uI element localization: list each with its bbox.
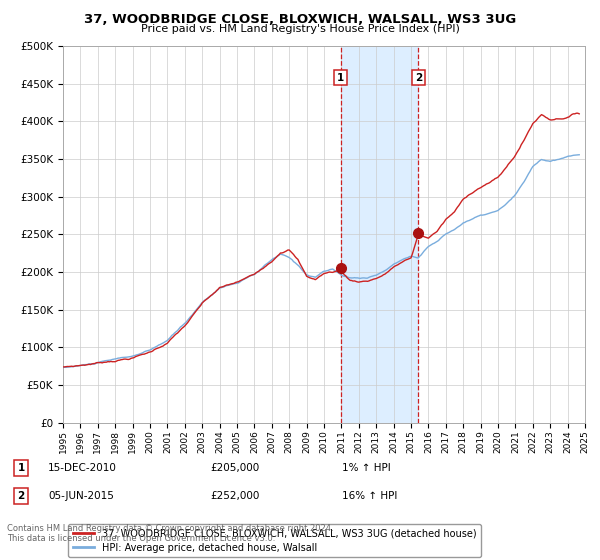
37, WOODBRIDGE CLOSE, BLOXWICH, WALSALL, WS3 3UG (detached house) [261,264,268,270]
Text: 2: 2 [17,491,25,501]
HPI: Average price, detached house, Walsall: (2.01e+03, 1.9e+05): Average price, detached house, Walsall: … [239,277,247,283]
HPI: Average price, detached house, Walsall: (2.01e+03, 2.09e+05): Average price, detached house, Walsall: … [261,262,268,269]
Text: This data is licensed under the Open Government Licence v3.0.: This data is licensed under the Open Gov… [7,534,275,543]
Legend: 37, WOODBRIDGE CLOSE, BLOXWICH, WALSALL, WS3 3UG (detached house), HPI: Average : 37, WOODBRIDGE CLOSE, BLOXWICH, WALSALL,… [68,524,481,557]
HPI: Average price, detached house, Walsall: (2.02e+03, 3.56e+05): Average price, detached house, Walsall: … [575,151,583,158]
Text: 16% ↑ HPI: 16% ↑ HPI [342,491,397,501]
Text: Price paid vs. HM Land Registry's House Price Index (HPI): Price paid vs. HM Land Registry's House … [140,24,460,34]
37, WOODBRIDGE CLOSE, BLOXWICH, WALSALL, WS3 3UG (detached house) [107,358,115,365]
Line: 37, WOODBRIDGE CLOSE, BLOXWICH, WALSALL, WS3 3UG (detached house): 37, WOODBRIDGE CLOSE, BLOXWICH, WALSALL,… [63,113,579,367]
37, WOODBRIDGE CLOSE, BLOXWICH, WALSALL, WS3 3UG (detached house) [239,276,247,283]
Text: Contains HM Land Registry data © Crown copyright and database right 2024.: Contains HM Land Registry data © Crown c… [7,524,334,533]
Text: 05-JUN-2015: 05-JUN-2015 [48,491,114,501]
Text: 2: 2 [415,73,422,82]
HPI: Average price, detached house, Walsall: (2e+03, 1.27e+05): Average price, detached house, Walsall: … [177,324,184,330]
37, WOODBRIDGE CLOSE, BLOXWICH, WALSALL, WS3 3UG (detached house) [338,268,345,274]
Text: 1: 1 [17,463,25,473]
37, WOODBRIDGE CLOSE, BLOXWICH, WALSALL, WS3 3UG (detached house) [177,326,184,333]
Text: 1: 1 [337,73,344,82]
Text: £252,000: £252,000 [210,491,259,501]
37, WOODBRIDGE CLOSE, BLOXWICH, WALSALL, WS3 3UG (detached house) [197,302,205,309]
Text: 1% ↑ HPI: 1% ↑ HPI [342,463,391,473]
37, WOODBRIDGE CLOSE, BLOXWICH, WALSALL, WS3 3UG (detached house) [574,110,581,116]
HPI: Average price, detached house, Walsall: (2e+03, 7.34e+04): Average price, detached house, Walsall: … [59,364,67,371]
37, WOODBRIDGE CLOSE, BLOXWICH, WALSALL, WS3 3UG (detached house) [575,110,583,117]
HPI: Average price, detached house, Walsall: (2e+03, 1.57e+05): Average price, detached house, Walsall: … [197,301,205,307]
HPI: Average price, detached house, Walsall: (2e+03, 8.33e+04): Average price, detached house, Walsall: … [107,357,115,363]
Line: HPI: Average price, detached house, Walsall: HPI: Average price, detached house, Wals… [63,155,579,367]
Text: 37, WOODBRIDGE CLOSE, BLOXWICH, WALSALL, WS3 3UG: 37, WOODBRIDGE CLOSE, BLOXWICH, WALSALL,… [84,13,516,26]
Text: 15-DEC-2010: 15-DEC-2010 [48,463,117,473]
HPI: Average price, detached house, Walsall: (2.01e+03, 1.96e+05): Average price, detached house, Walsall: … [338,272,345,278]
Bar [341,46,418,423]
37, WOODBRIDGE CLOSE, BLOXWICH, WALSALL, WS3 3UG (detached house) [59,363,67,370]
Text: £205,000: £205,000 [210,463,259,473]
